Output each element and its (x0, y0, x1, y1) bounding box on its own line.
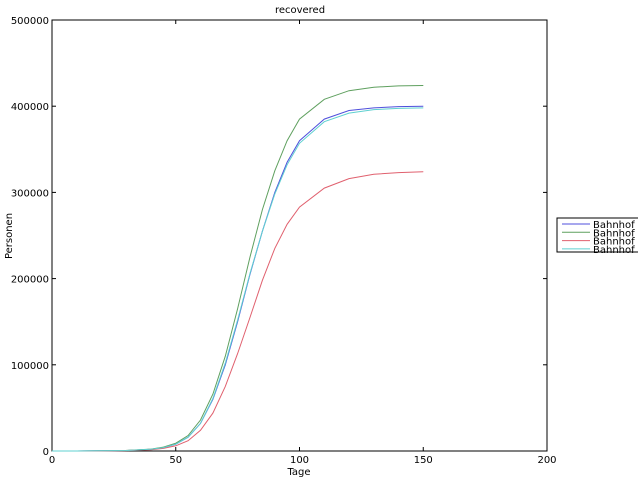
legend-label: Bahnhof 3 (593, 237, 638, 248)
y-tick-label: 400000 (11, 102, 49, 113)
series-line-4 (52, 107, 424, 452)
x-tick-label: 100 (290, 455, 309, 466)
plot-area (51, 19, 548, 452)
series-line-2 (52, 85, 424, 452)
legend-label: Bahnhof 4 (593, 245, 638, 256)
chart-title: recovered (275, 5, 325, 16)
legend-label: Bahnhof 2 (593, 228, 638, 239)
y-tick-label: 200000 (11, 275, 49, 286)
x-tick-label: 0 (49, 455, 55, 466)
x-tick-label: 50 (169, 455, 182, 466)
series-line-1 (52, 105, 424, 452)
legend: Bahnhof 1Bahnhof 2Bahnhof 3Bahnhof 4 (556, 217, 638, 256)
x-tick-label: 200 (537, 455, 556, 466)
x-axis-label: Tage (286, 467, 310, 478)
series-line-3 (52, 171, 424, 452)
x-tick-label: 150 (414, 455, 433, 466)
y-axis-label: Personen (4, 213, 15, 259)
y-tick-label: 500000 (11, 16, 49, 27)
legend-label: Bahnhof 1 (593, 220, 638, 231)
y-tick-label: 0 (43, 447, 49, 458)
y-tick-label: 300000 (11, 188, 49, 199)
y-tick-label: 100000 (11, 361, 49, 372)
